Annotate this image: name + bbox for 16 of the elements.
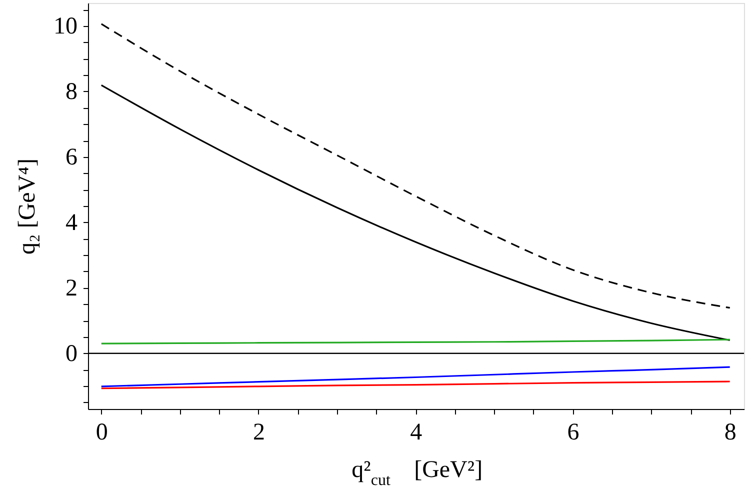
y-tick-label: 4 bbox=[66, 210, 78, 236]
x-tick-label: 4 bbox=[410, 420, 422, 446]
y-tick-label: 0 bbox=[66, 340, 78, 367]
line-series bbox=[100, 380, 731, 390]
line-series bbox=[100, 84, 731, 342]
x-tick-label: 0 bbox=[96, 420, 108, 446]
y-tick-label: 6 bbox=[66, 144, 78, 170]
y-tick-label: 10 bbox=[54, 13, 78, 40]
line-series bbox=[100, 23, 731, 309]
y-tick-label: 2 bbox=[66, 275, 78, 302]
x-tick-label: 2 bbox=[252, 420, 265, 446]
y-axis-title: q₂ [GeV⁴] bbox=[14, 158, 40, 255]
line-series bbox=[100, 366, 731, 388]
y-tick-label: 8 bbox=[66, 78, 78, 105]
x-tick-label: 8 bbox=[724, 420, 736, 446]
x-tick-label: 6 bbox=[567, 420, 580, 446]
